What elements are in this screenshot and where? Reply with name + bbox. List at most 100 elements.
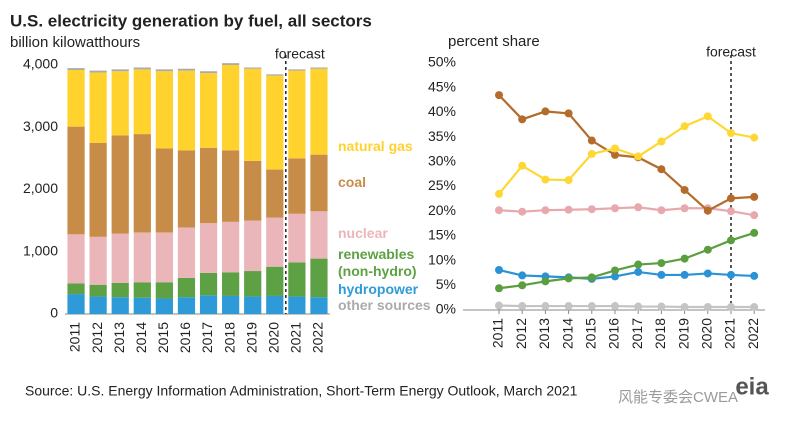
bar-segment xyxy=(67,294,85,314)
bar-segment xyxy=(177,70,196,151)
y-tick-label: 3,000 xyxy=(23,118,58,134)
bar-segment xyxy=(222,65,240,151)
bar-segment xyxy=(266,75,284,170)
bar-segment xyxy=(67,234,85,284)
legend-label: natural gas xyxy=(338,138,413,154)
chart-title: U.S. electricity generation by fuel, all… xyxy=(10,11,372,30)
logo: eia xyxy=(735,373,769,400)
marker xyxy=(518,271,527,280)
marker xyxy=(495,284,503,293)
bar-segment xyxy=(155,148,173,233)
line xyxy=(498,304,755,309)
bar-segment xyxy=(222,295,240,314)
bar-segment xyxy=(111,69,129,72)
marker xyxy=(680,254,689,263)
marker xyxy=(634,203,643,212)
line xyxy=(498,115,755,195)
y-axis-label: percent share xyxy=(448,33,540,50)
bar-segment xyxy=(67,283,85,295)
marker xyxy=(564,205,573,214)
marker xyxy=(634,152,643,161)
bar-segment xyxy=(133,134,151,233)
y-tick-label: 0% xyxy=(436,301,456,317)
line xyxy=(498,94,755,213)
bar-segment xyxy=(310,67,328,69)
bar-segment xyxy=(222,272,240,296)
marker xyxy=(727,270,735,279)
marker xyxy=(727,236,735,245)
marker xyxy=(657,302,666,311)
marker xyxy=(680,122,689,131)
marker xyxy=(587,273,596,282)
marker xyxy=(657,259,666,268)
bar-segment xyxy=(310,154,328,212)
bar-segment xyxy=(111,233,129,283)
marker xyxy=(541,206,550,215)
marker xyxy=(703,269,712,278)
x-tick-label: 2018 xyxy=(221,322,237,353)
y-tick-label: 2,000 xyxy=(23,180,58,196)
y-tick-label: 1,000 xyxy=(23,242,58,258)
y-tick-label: 15% xyxy=(428,227,456,243)
marker xyxy=(495,301,503,310)
marker xyxy=(703,245,712,254)
bar-segment xyxy=(199,272,218,296)
marker xyxy=(657,206,666,215)
y-tick-label: 5% xyxy=(436,276,456,292)
x-tick-label: 2022 xyxy=(310,322,326,353)
bar-segment xyxy=(199,73,218,148)
bar-segment xyxy=(244,220,262,272)
bar-segment xyxy=(244,68,262,161)
bar-segment xyxy=(244,67,262,69)
bar-segment xyxy=(67,68,85,70)
marker xyxy=(541,107,550,116)
marker xyxy=(611,204,619,213)
marker xyxy=(680,303,689,312)
marker xyxy=(727,303,735,312)
bar-segment xyxy=(310,258,328,298)
marker xyxy=(587,205,596,214)
y-tick-label: 35% xyxy=(428,128,456,144)
x-tick-label: 2016 xyxy=(177,322,193,353)
bar-segment xyxy=(111,297,129,314)
x-tick-label: 2014 xyxy=(559,318,575,349)
marker xyxy=(587,302,596,311)
marker xyxy=(611,272,619,281)
x-tick-label: 2014 xyxy=(133,322,149,353)
marker xyxy=(495,189,503,198)
y-tick-label: 10% xyxy=(428,251,456,267)
bar-segment xyxy=(266,266,284,296)
bar-segment xyxy=(177,150,196,228)
marker xyxy=(495,206,503,215)
bar-segment xyxy=(133,67,151,70)
watermark: 风能专委会CWEA xyxy=(618,389,738,406)
marker xyxy=(657,270,666,279)
x-tick-label: 2018 xyxy=(652,318,668,349)
y-tick-label: 20% xyxy=(428,202,456,218)
legend-label: other sources xyxy=(338,297,431,313)
bar-segment xyxy=(177,227,196,278)
marker xyxy=(541,175,550,184)
bar-segment xyxy=(310,297,328,314)
bar-segment xyxy=(288,296,306,314)
marker xyxy=(680,204,689,213)
marker xyxy=(680,185,689,194)
bar-segment xyxy=(67,69,85,127)
marker xyxy=(750,192,759,201)
bar-segment xyxy=(222,63,240,65)
marker xyxy=(703,303,712,312)
bar-segment xyxy=(288,213,306,263)
x-tick-label: 2021 xyxy=(288,322,304,353)
x-tick-label: 2012 xyxy=(89,322,105,353)
marker xyxy=(518,207,527,216)
bar-segment xyxy=(89,236,107,285)
bar-segment xyxy=(222,221,240,273)
bar-segment xyxy=(111,71,129,136)
bar-segment xyxy=(155,71,173,149)
x-tick-label: 2016 xyxy=(606,318,622,349)
marker xyxy=(611,266,619,275)
x-tick-label: 2019 xyxy=(675,318,691,349)
bar-segment xyxy=(133,232,151,283)
legend-label: renewables (non-hydro) xyxy=(338,246,417,279)
